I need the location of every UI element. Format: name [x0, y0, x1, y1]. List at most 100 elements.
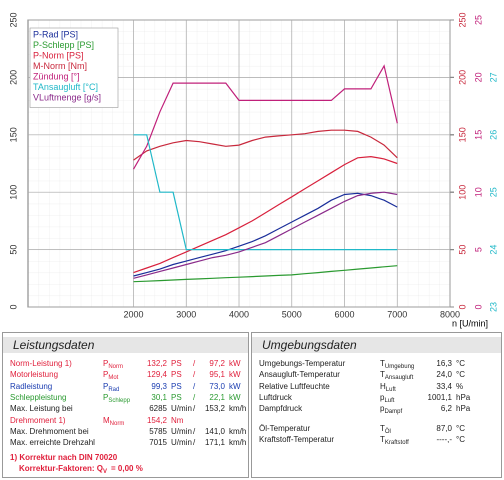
value: 33,4 [436, 381, 452, 391]
value: 16,3 [436, 359, 452, 368]
separator: / [193, 426, 196, 436]
value: 73,0 [209, 381, 225, 391]
unit: hPa [456, 392, 471, 402]
y-tick-label: 50 [457, 245, 467, 255]
symbol-subscript: Dampf [384, 409, 403, 416]
x-tick-label: 6000 [334, 309, 354, 319]
symbol: TÖl [380, 423, 391, 435]
series-line [133, 191, 398, 279]
value: 129,4 [146, 370, 167, 380]
symbol: TAnsaugluft [380, 370, 414, 382]
legend-entry: P-Schlepp [PS] [33, 40, 94, 50]
legend-entry: VLuftmenge [g/s] [33, 92, 101, 102]
unit: km/h [229, 438, 247, 448]
x-tick-label: 7000 [387, 309, 407, 319]
row-label: Norm-Leistung 1) [10, 359, 72, 368]
separator: / [193, 404, 196, 414]
row-label: Öl-Temperatur [259, 423, 311, 433]
y-tick-label: 250 [8, 12, 18, 27]
symbol-subscript: Umgebung [384, 364, 415, 370]
series-line [132, 64, 398, 170]
symbol-subscript: Kraftstoff [384, 439, 409, 446]
y-tick-label: 0 [457, 304, 467, 309]
y-tick-label: 20 [473, 72, 483, 82]
symbol-subscript: Luft [384, 397, 395, 404]
panel-title: Leistungsdaten [3, 337, 248, 353]
value: 99,3 [151, 381, 167, 391]
symbol-subscript: Öl [384, 428, 391, 435]
unit: hPa [456, 404, 471, 414]
unit: U/min [171, 404, 192, 414]
y-tick-label: 200 [457, 70, 467, 85]
value: 24,0 [436, 370, 452, 380]
unit: kW [229, 359, 241, 368]
y-tick-label: 0 [473, 304, 483, 309]
x-tick-label: 8000 [440, 309, 460, 319]
row-label: Kraftstoff-Temperatur [259, 434, 334, 444]
y-tick-label: 200 [8, 70, 18, 85]
unit: km/h [229, 426, 247, 436]
x-tick-label: 3000 [176, 309, 196, 319]
x-tick-label: 2000 [123, 309, 143, 319]
value: 1001,1 [427, 392, 452, 402]
symbol: TKraftstoff [380, 434, 409, 446]
footer-factor: Korrektur-Faktoren: QV [19, 464, 108, 475]
y-tick-label: 15 [473, 130, 483, 140]
symbol: TUmgebung [380, 359, 415, 370]
y-tick-label: 25 [473, 15, 483, 25]
series-line [133, 129, 398, 161]
symbol-subscript: V [103, 469, 108, 475]
symbol: pDampf [380, 404, 403, 416]
symbol: PRad [103, 381, 120, 393]
footer-factor-value: = 0,00 % [111, 464, 143, 473]
row-label: Ansaugluft-Temperatur [259, 370, 340, 380]
unit: PS [171, 359, 182, 368]
symbol: PMot [103, 370, 119, 382]
unit: U/min [171, 438, 192, 448]
separator: / [193, 381, 196, 391]
unit: kW [229, 381, 241, 391]
symbol-subscript: Norm [108, 364, 124, 370]
value: 6,2 [440, 404, 452, 414]
unit: °C [456, 359, 465, 368]
separator: / [193, 370, 196, 380]
y-tick-label: 0 [8, 304, 18, 309]
y-tick-label: 100 [457, 185, 467, 200]
value: ----,- [436, 434, 452, 444]
panel-title: Umgebungsdaten [252, 337, 501, 353]
symbol: MNorm [103, 415, 125, 427]
x-tick-label: 4000 [229, 309, 249, 319]
unit: PS [171, 381, 182, 391]
unit: °C [456, 370, 465, 380]
y-tick-label: 26 [488, 130, 498, 140]
unit: % [456, 381, 464, 391]
separator: / [193, 392, 196, 402]
value: 30,1 [151, 392, 167, 402]
series-line [133, 155, 398, 274]
y-tick-label: 100 [8, 185, 18, 200]
separator: / [193, 359, 196, 368]
row-label: Luftdruck [259, 392, 292, 402]
y-tick-label: 23 [488, 302, 498, 312]
symbol: pLuft [380, 392, 395, 404]
y-tick-label: 5 [473, 247, 483, 252]
row-label: Umgebungs-Temperatur [259, 359, 346, 368]
series-line [133, 265, 398, 283]
value: 171,1 [204, 438, 225, 448]
row-label: Radleistung [10, 381, 53, 391]
symbol-subscript: Ansaugluft [384, 375, 414, 382]
y-tick-label: 10 [473, 187, 483, 197]
y-tick-label: 25 [488, 187, 498, 197]
unit: kW [229, 392, 241, 402]
symbol-subscript: Rad [108, 386, 120, 393]
row-label: Dampfdruck [259, 404, 303, 414]
legend-entry: P-Rad [PS] [33, 29, 78, 39]
footer-note: 1) Korrektur nach DIN 70020 [10, 453, 118, 462]
series-line [133, 192, 398, 277]
y-tick-label: 250 [457, 12, 467, 27]
value: 5785 [149, 426, 167, 436]
legend-entry: P-Norm [PS] [33, 50, 84, 60]
y-tick-label: 27 [488, 72, 498, 82]
legend-box [29, 27, 119, 108]
